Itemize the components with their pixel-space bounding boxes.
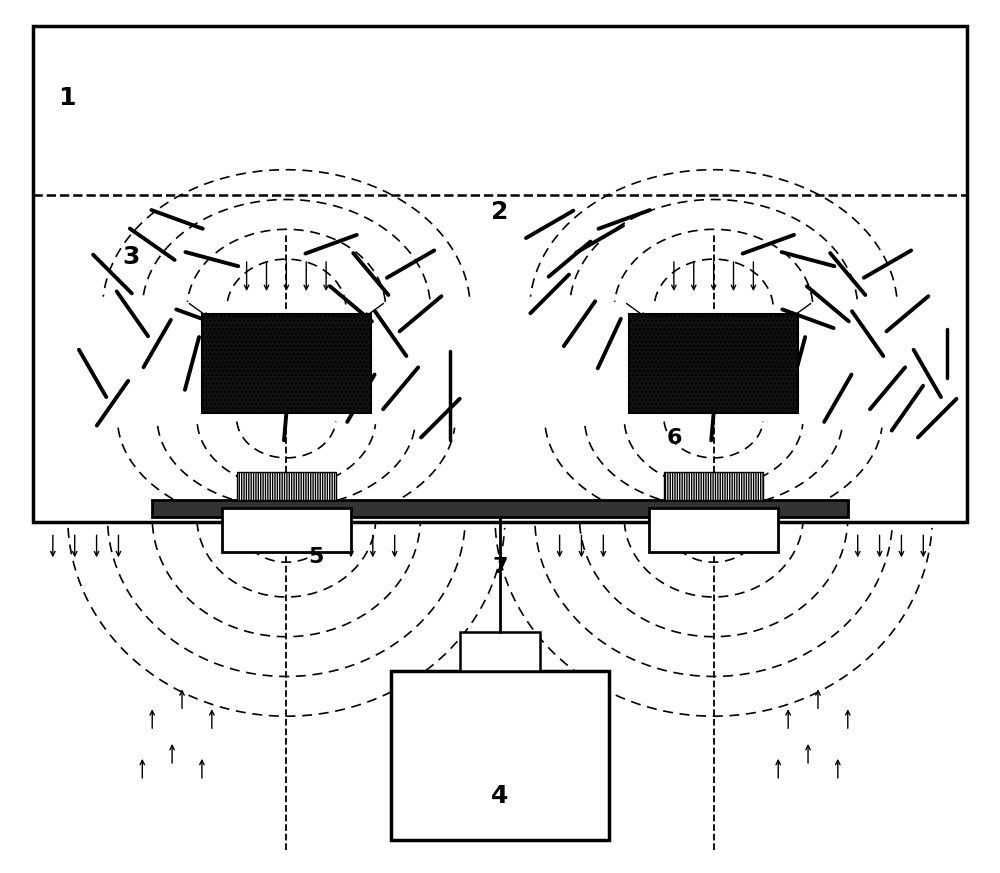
Bar xyxy=(152,499,848,518)
Bar xyxy=(664,471,763,499)
Text: 1: 1 xyxy=(58,86,75,110)
Bar xyxy=(649,507,778,553)
Bar xyxy=(222,507,351,553)
Bar xyxy=(33,25,967,522)
Text: 4: 4 xyxy=(491,784,509,808)
Text: 7: 7 xyxy=(492,557,508,577)
Text: 6: 6 xyxy=(666,428,682,448)
Bar xyxy=(391,671,609,841)
Bar xyxy=(237,471,336,499)
Bar xyxy=(629,313,798,413)
Text: 5: 5 xyxy=(308,547,324,567)
Text: 2: 2 xyxy=(491,201,509,224)
Bar xyxy=(202,313,371,413)
Bar xyxy=(460,632,540,671)
Text: 3: 3 xyxy=(122,245,140,269)
